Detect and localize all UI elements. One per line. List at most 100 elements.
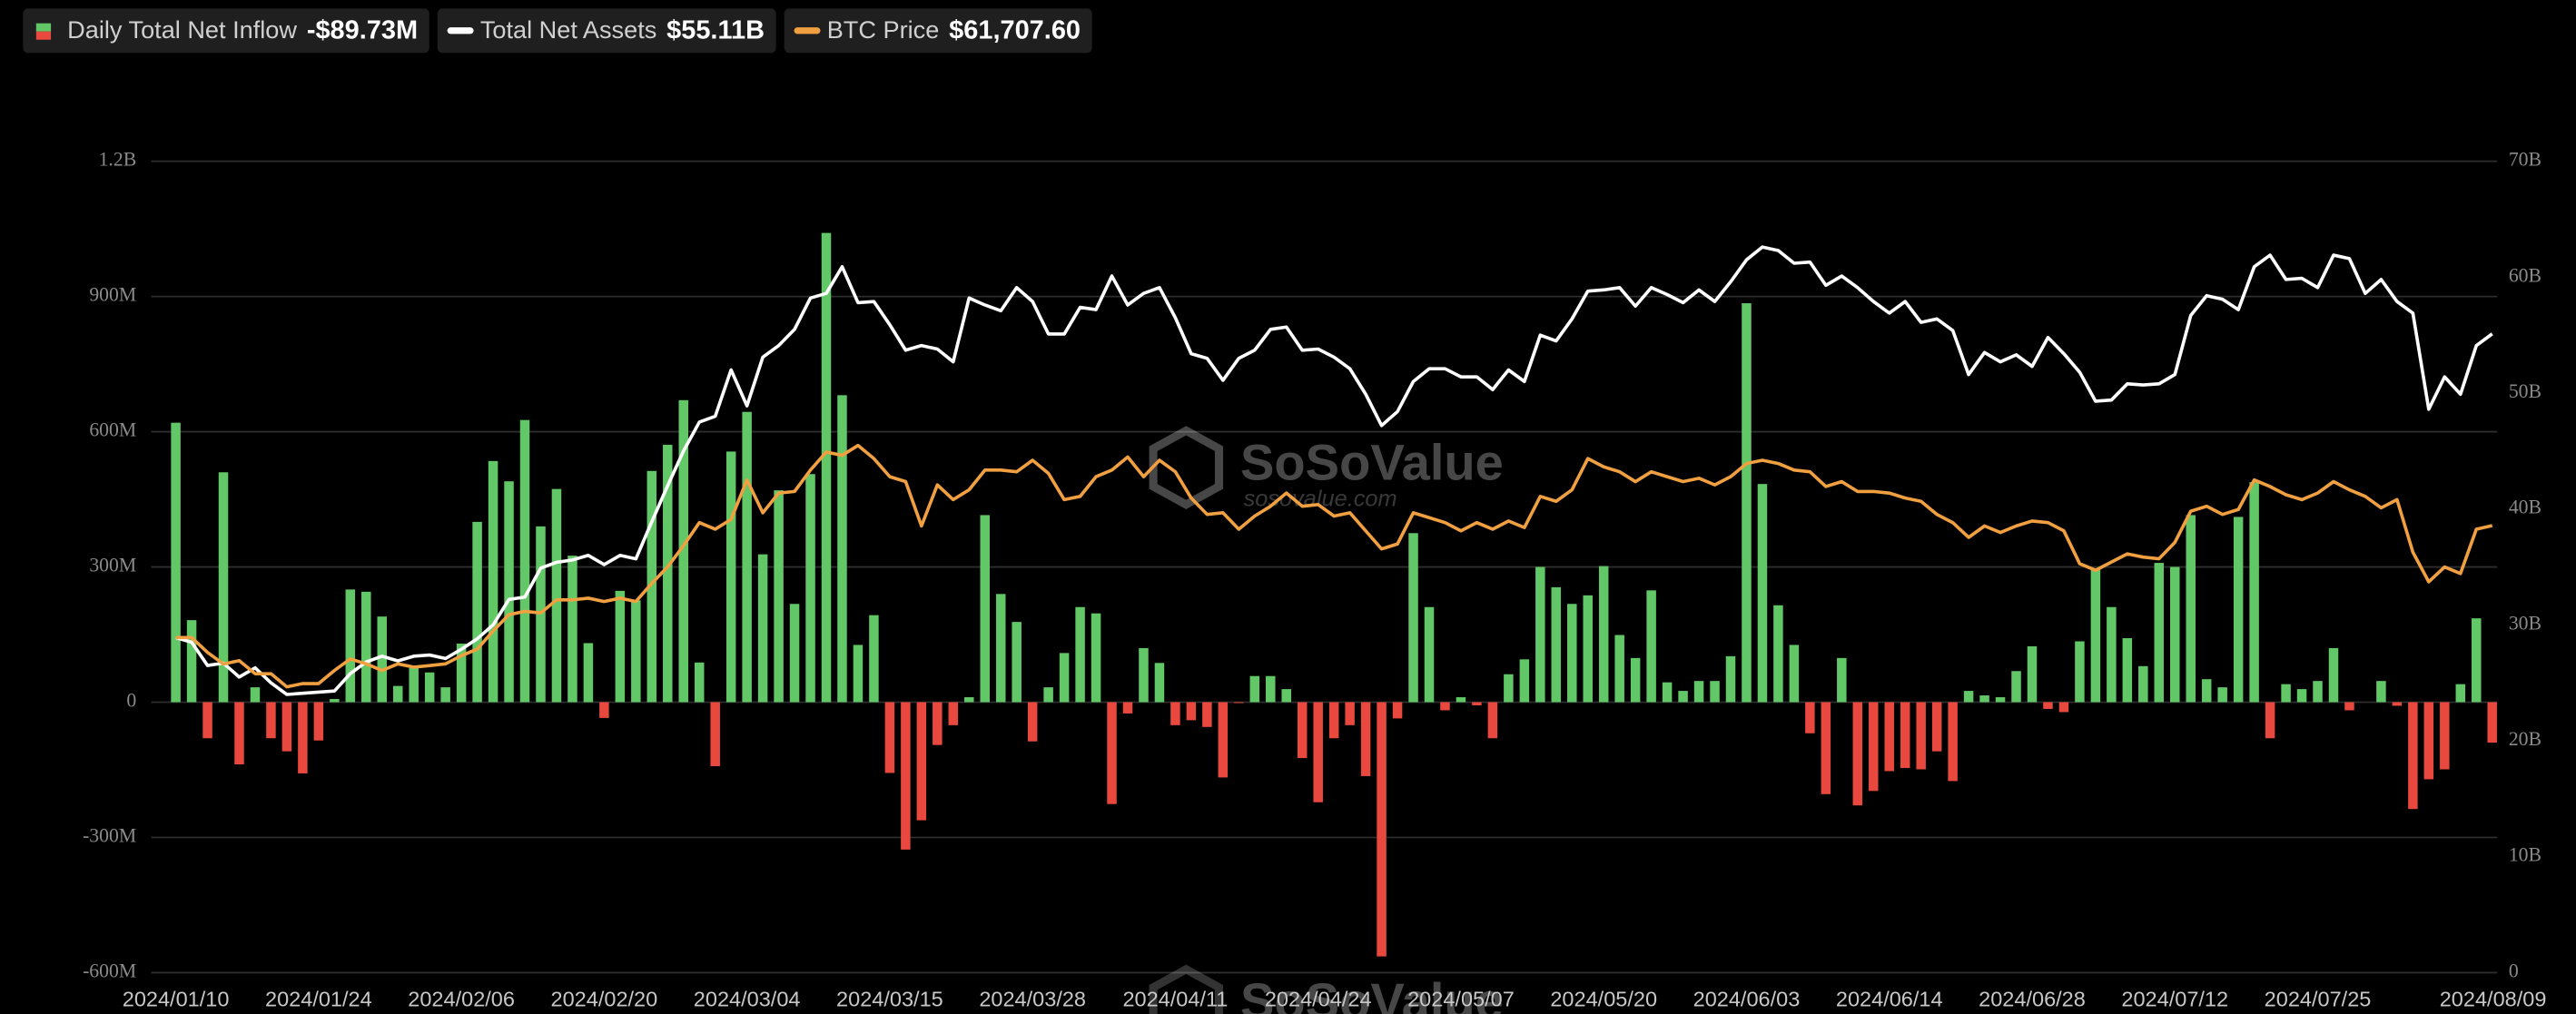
bar (2027, 645, 2038, 703)
x-tick-label: 2024/06/14 (1836, 987, 1943, 1010)
bar (1789, 645, 1800, 703)
bar (1075, 606, 1085, 703)
watermark: SoSoValue sosovalue.com SoSoValue (1149, 426, 1504, 1014)
bar (2344, 702, 2354, 711)
bar (202, 702, 212, 739)
bar (725, 451, 736, 703)
bar (377, 616, 387, 703)
bar (1773, 605, 1783, 703)
bar (1456, 697, 1466, 703)
bar (1281, 689, 1291, 703)
bar (789, 604, 800, 703)
bar (1170, 702, 1180, 725)
bar (313, 702, 324, 741)
y2-tick-label: 10B (2509, 844, 2541, 866)
bar (2472, 618, 2482, 703)
bar (1202, 702, 1212, 727)
bar (1884, 702, 1894, 772)
bar (1012, 622, 1022, 703)
bar (757, 554, 768, 703)
bar (2487, 702, 2497, 743)
bar (456, 643, 467, 703)
bar (1646, 590, 1656, 703)
y-tick-label: 1.2B (99, 149, 137, 171)
y-tick-label: 600M (89, 419, 136, 441)
bar (1328, 702, 1339, 739)
bar (2296, 689, 2307, 703)
bar (1043, 687, 1053, 703)
y2-tick-label: 70B (2509, 149, 2541, 171)
bar (1614, 635, 1624, 703)
bar (2328, 647, 2339, 703)
bar (1122, 702, 1133, 714)
bar (472, 521, 482, 703)
legend-name: BTC Price (827, 15, 940, 44)
bar (2249, 482, 2259, 703)
bar (1504, 674, 1514, 703)
bar (1313, 702, 1323, 802)
bar (1487, 702, 1498, 739)
bar (2217, 687, 2227, 703)
bar (186, 620, 197, 703)
bar (1091, 613, 1101, 703)
bar (1360, 702, 1371, 776)
legend-background (784, 8, 1092, 54)
bar (2423, 702, 2434, 780)
bar (1424, 606, 1435, 703)
bar (1218, 702, 1229, 778)
legend: Daily Total Net Inflow -$89.73M Total Net … (23, 8, 1092, 54)
bar (1297, 702, 1308, 759)
bar (424, 672, 435, 703)
bar (1948, 702, 1958, 782)
bar (504, 481, 514, 703)
bar (615, 590, 626, 703)
watermark-logo (1149, 426, 1224, 509)
bar (631, 600, 641, 703)
x-tick-label: 2024/03/15 (836, 987, 943, 1010)
legend-swatch (35, 31, 52, 40)
bars (171, 232, 2497, 957)
bar (694, 662, 705, 703)
bar (599, 702, 609, 718)
bar (1139, 647, 1149, 703)
bar (1472, 702, 1482, 705)
y2-tick-label: 30B (2509, 612, 2541, 634)
bar (1519, 659, 1530, 703)
bar (1027, 702, 1038, 742)
line (175, 245, 2493, 696)
bar (710, 702, 720, 767)
bar (2455, 684, 2466, 703)
y-tick-label: 900M (89, 284, 136, 306)
bar (1583, 595, 1593, 703)
bar (980, 515, 990, 703)
x-tick-label: 2024/06/28 (1979, 987, 2086, 1010)
bar (1440, 702, 1450, 711)
bar (330, 699, 340, 703)
y2-tick-label: 40B (2509, 497, 2541, 518)
x-tick-label: 2024/06/03 (1693, 987, 1801, 1010)
bar (2186, 515, 2196, 703)
x-tick-label: 2024/07/12 (2121, 987, 2228, 1010)
bar (1995, 697, 2006, 703)
bar (2201, 679, 2212, 703)
bar (551, 488, 562, 703)
bar (1377, 702, 1387, 957)
bar (218, 472, 229, 703)
bar (678, 399, 688, 703)
bar (2170, 566, 2180, 703)
bar (583, 643, 594, 703)
x-tick-label: 2024/08/09 (2440, 987, 2547, 1010)
bar (2376, 681, 2386, 703)
bar (2440, 702, 2450, 770)
bar (1710, 681, 1720, 703)
bar (1154, 663, 1165, 703)
bar (995, 594, 1006, 703)
legend-background (23, 8, 429, 54)
bar (1392, 702, 1403, 719)
bar (2107, 606, 2117, 703)
bar (1963, 691, 1974, 703)
bar (2138, 665, 2148, 703)
bar (1931, 702, 1942, 752)
